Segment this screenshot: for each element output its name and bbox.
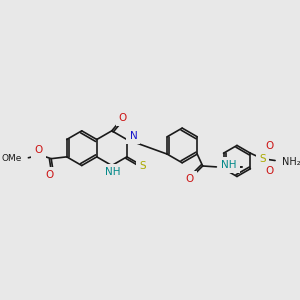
Text: NH: NH bbox=[221, 160, 236, 170]
Text: NH: NH bbox=[105, 167, 121, 177]
Text: OMe: OMe bbox=[2, 154, 22, 163]
Text: O: O bbox=[34, 146, 43, 155]
Text: S: S bbox=[259, 154, 266, 164]
Text: S: S bbox=[139, 160, 146, 170]
Text: O: O bbox=[266, 141, 274, 151]
Text: N: N bbox=[130, 131, 137, 141]
Text: O: O bbox=[45, 170, 53, 180]
Text: O: O bbox=[266, 167, 274, 176]
Text: NH₂: NH₂ bbox=[282, 157, 300, 167]
Text: O: O bbox=[186, 174, 194, 184]
Text: O: O bbox=[118, 113, 127, 123]
